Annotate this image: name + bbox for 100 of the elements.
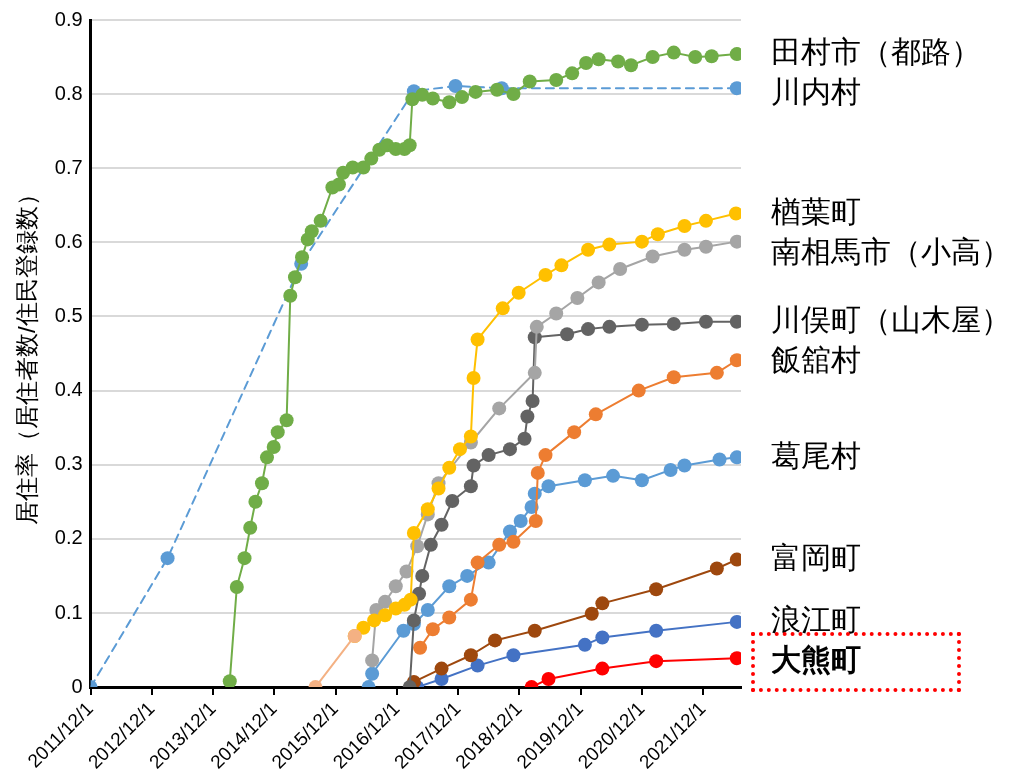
point (677, 458, 692, 473)
point (445, 494, 460, 509)
point (420, 603, 435, 618)
point (270, 425, 285, 440)
point (581, 242, 596, 257)
point (567, 425, 582, 440)
point (356, 620, 371, 635)
point (588, 407, 603, 422)
point (549, 73, 564, 88)
point (577, 473, 592, 488)
point (584, 606, 599, 621)
point (425, 91, 440, 106)
y-tick-label: 0 (71, 674, 83, 697)
point (663, 462, 678, 477)
point (488, 633, 503, 648)
y-tick-label: 0.2 (54, 526, 83, 549)
y-tick-label: 0.4 (54, 378, 83, 401)
point (378, 594, 393, 609)
point (402, 138, 417, 153)
point (579, 55, 594, 70)
point (229, 580, 244, 595)
point (527, 623, 542, 638)
point (650, 227, 665, 242)
point (470, 332, 485, 347)
point (549, 306, 564, 321)
point (304, 224, 319, 239)
point (595, 596, 610, 611)
point (460, 568, 475, 583)
point (364, 151, 379, 166)
y-tick-label: 0.3 (54, 452, 83, 475)
point (591, 52, 606, 67)
point (434, 517, 449, 532)
point (415, 568, 430, 583)
series-label: 南相馬市（小高） (771, 234, 1011, 268)
y-tick-label: 0.6 (54, 229, 83, 252)
point (527, 365, 542, 380)
point (470, 658, 485, 673)
point (538, 267, 553, 282)
point (698, 239, 713, 254)
point (160, 551, 175, 566)
series-label: 楢葉町 (771, 194, 861, 228)
point (728, 206, 741, 221)
point (378, 608, 393, 623)
point (530, 465, 545, 480)
point (649, 623, 664, 638)
point (248, 494, 263, 509)
point (709, 365, 724, 380)
point (243, 520, 258, 535)
point (492, 401, 507, 416)
point (554, 258, 569, 273)
point (631, 383, 646, 398)
point (677, 242, 692, 257)
y-tick-label: 0.8 (54, 81, 83, 104)
point (466, 371, 481, 386)
point (442, 460, 457, 475)
point (388, 579, 403, 594)
point (463, 479, 478, 494)
series-label: 大熊町 (771, 643, 861, 677)
point (448, 78, 463, 93)
point (645, 50, 660, 65)
point (677, 219, 692, 234)
point (295, 250, 310, 265)
y-tick-label: 0.9 (54, 7, 83, 30)
point (259, 450, 274, 465)
point (413, 640, 428, 655)
series-label: 田村市（都路） (771, 35, 981, 69)
point (365, 666, 380, 681)
point (403, 592, 418, 607)
point (666, 370, 681, 385)
point (356, 160, 371, 175)
point (492, 537, 507, 552)
point (602, 237, 617, 252)
series-label: 富岡町 (771, 540, 861, 574)
point (517, 431, 532, 446)
point (634, 234, 649, 249)
point (529, 319, 544, 334)
series-label: 川俣町（山木屋） (771, 302, 1011, 336)
point (595, 630, 610, 645)
point (506, 534, 521, 549)
point (522, 74, 537, 89)
point (560, 327, 575, 342)
point (538, 448, 553, 463)
point (365, 653, 380, 668)
point (649, 654, 664, 669)
y-tick-label: 0.5 (54, 304, 83, 327)
point (406, 613, 421, 628)
point (287, 270, 302, 285)
point (506, 648, 521, 663)
point (666, 316, 681, 331)
point (367, 613, 382, 628)
point (511, 285, 526, 300)
point (611, 54, 626, 69)
y-tick-label: 0.7 (54, 155, 83, 178)
point (602, 319, 617, 334)
point (237, 551, 252, 566)
point (506, 87, 521, 102)
point (666, 45, 681, 60)
point (577, 637, 592, 652)
point (634, 473, 649, 488)
point (698, 213, 713, 228)
